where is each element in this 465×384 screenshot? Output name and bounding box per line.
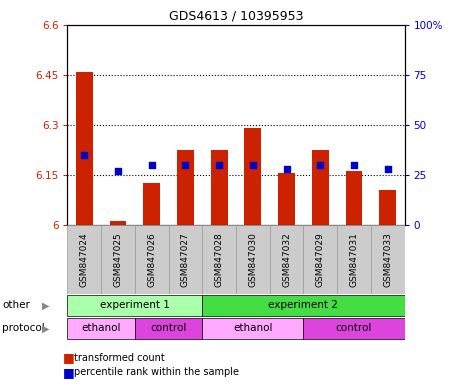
Text: experiment 1: experiment 1: [100, 300, 170, 310]
Text: GSM847028: GSM847028: [215, 232, 224, 286]
Bar: [345, 171, 362, 225]
Bar: [67, 295, 202, 316]
Point: [317, 162, 324, 168]
Bar: [278, 173, 295, 225]
Bar: [270, 225, 303, 294]
Point: [384, 166, 392, 172]
Point: [283, 166, 290, 172]
Bar: [303, 318, 405, 339]
Bar: [202, 295, 405, 316]
Bar: [135, 318, 202, 339]
Bar: [312, 150, 329, 225]
Text: GSM847030: GSM847030: [248, 232, 257, 286]
Text: experiment 2: experiment 2: [268, 300, 339, 310]
Text: ethanol: ethanol: [81, 323, 121, 333]
Text: GSM847027: GSM847027: [181, 232, 190, 286]
Point: [182, 162, 189, 168]
Point: [114, 168, 122, 174]
Text: ▶: ▶: [42, 323, 49, 333]
Bar: [67, 225, 101, 294]
Text: GSM847031: GSM847031: [350, 232, 359, 286]
Text: protocol: protocol: [2, 323, 45, 333]
Text: control: control: [336, 323, 372, 333]
Title: GDS4613 / 10395953: GDS4613 / 10395953: [169, 9, 303, 22]
Bar: [245, 128, 261, 225]
Text: percentile rank within the sample: percentile rank within the sample: [74, 367, 239, 377]
Bar: [371, 225, 405, 294]
Bar: [67, 318, 135, 339]
Text: GSM847026: GSM847026: [147, 232, 156, 286]
Text: other: other: [2, 300, 30, 310]
Bar: [135, 225, 168, 294]
Text: GSM847033: GSM847033: [383, 232, 392, 286]
Bar: [143, 183, 160, 225]
Point: [215, 162, 223, 168]
Bar: [76, 71, 93, 225]
Point: [148, 162, 155, 168]
Text: ■: ■: [63, 366, 74, 379]
Point: [80, 152, 88, 158]
Bar: [101, 225, 135, 294]
Bar: [168, 225, 202, 294]
Bar: [303, 225, 337, 294]
Point: [350, 162, 358, 168]
Text: ethanol: ethanol: [233, 323, 272, 333]
Text: ▶: ▶: [42, 300, 49, 310]
Text: GSM847032: GSM847032: [282, 232, 291, 286]
Point: [249, 162, 257, 168]
Bar: [110, 221, 126, 225]
Text: transformed count: transformed count: [74, 353, 165, 363]
Bar: [337, 225, 371, 294]
Text: GSM847029: GSM847029: [316, 232, 325, 286]
Text: control: control: [150, 323, 187, 333]
Text: GSM847025: GSM847025: [113, 232, 122, 286]
Bar: [202, 318, 303, 339]
Bar: [211, 150, 227, 225]
Text: GSM847024: GSM847024: [80, 232, 89, 286]
Bar: [202, 225, 236, 294]
Text: ■: ■: [63, 351, 74, 364]
Bar: [236, 225, 270, 294]
Bar: [379, 190, 396, 225]
Bar: [177, 150, 194, 225]
